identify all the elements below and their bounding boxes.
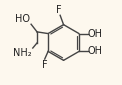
Text: NH₂: NH₂ [13, 48, 32, 58]
Text: OH: OH [88, 29, 103, 39]
Text: OH: OH [88, 46, 103, 56]
Text: HO: HO [15, 14, 30, 24]
Text: F: F [56, 5, 62, 15]
Text: F: F [42, 59, 47, 70]
